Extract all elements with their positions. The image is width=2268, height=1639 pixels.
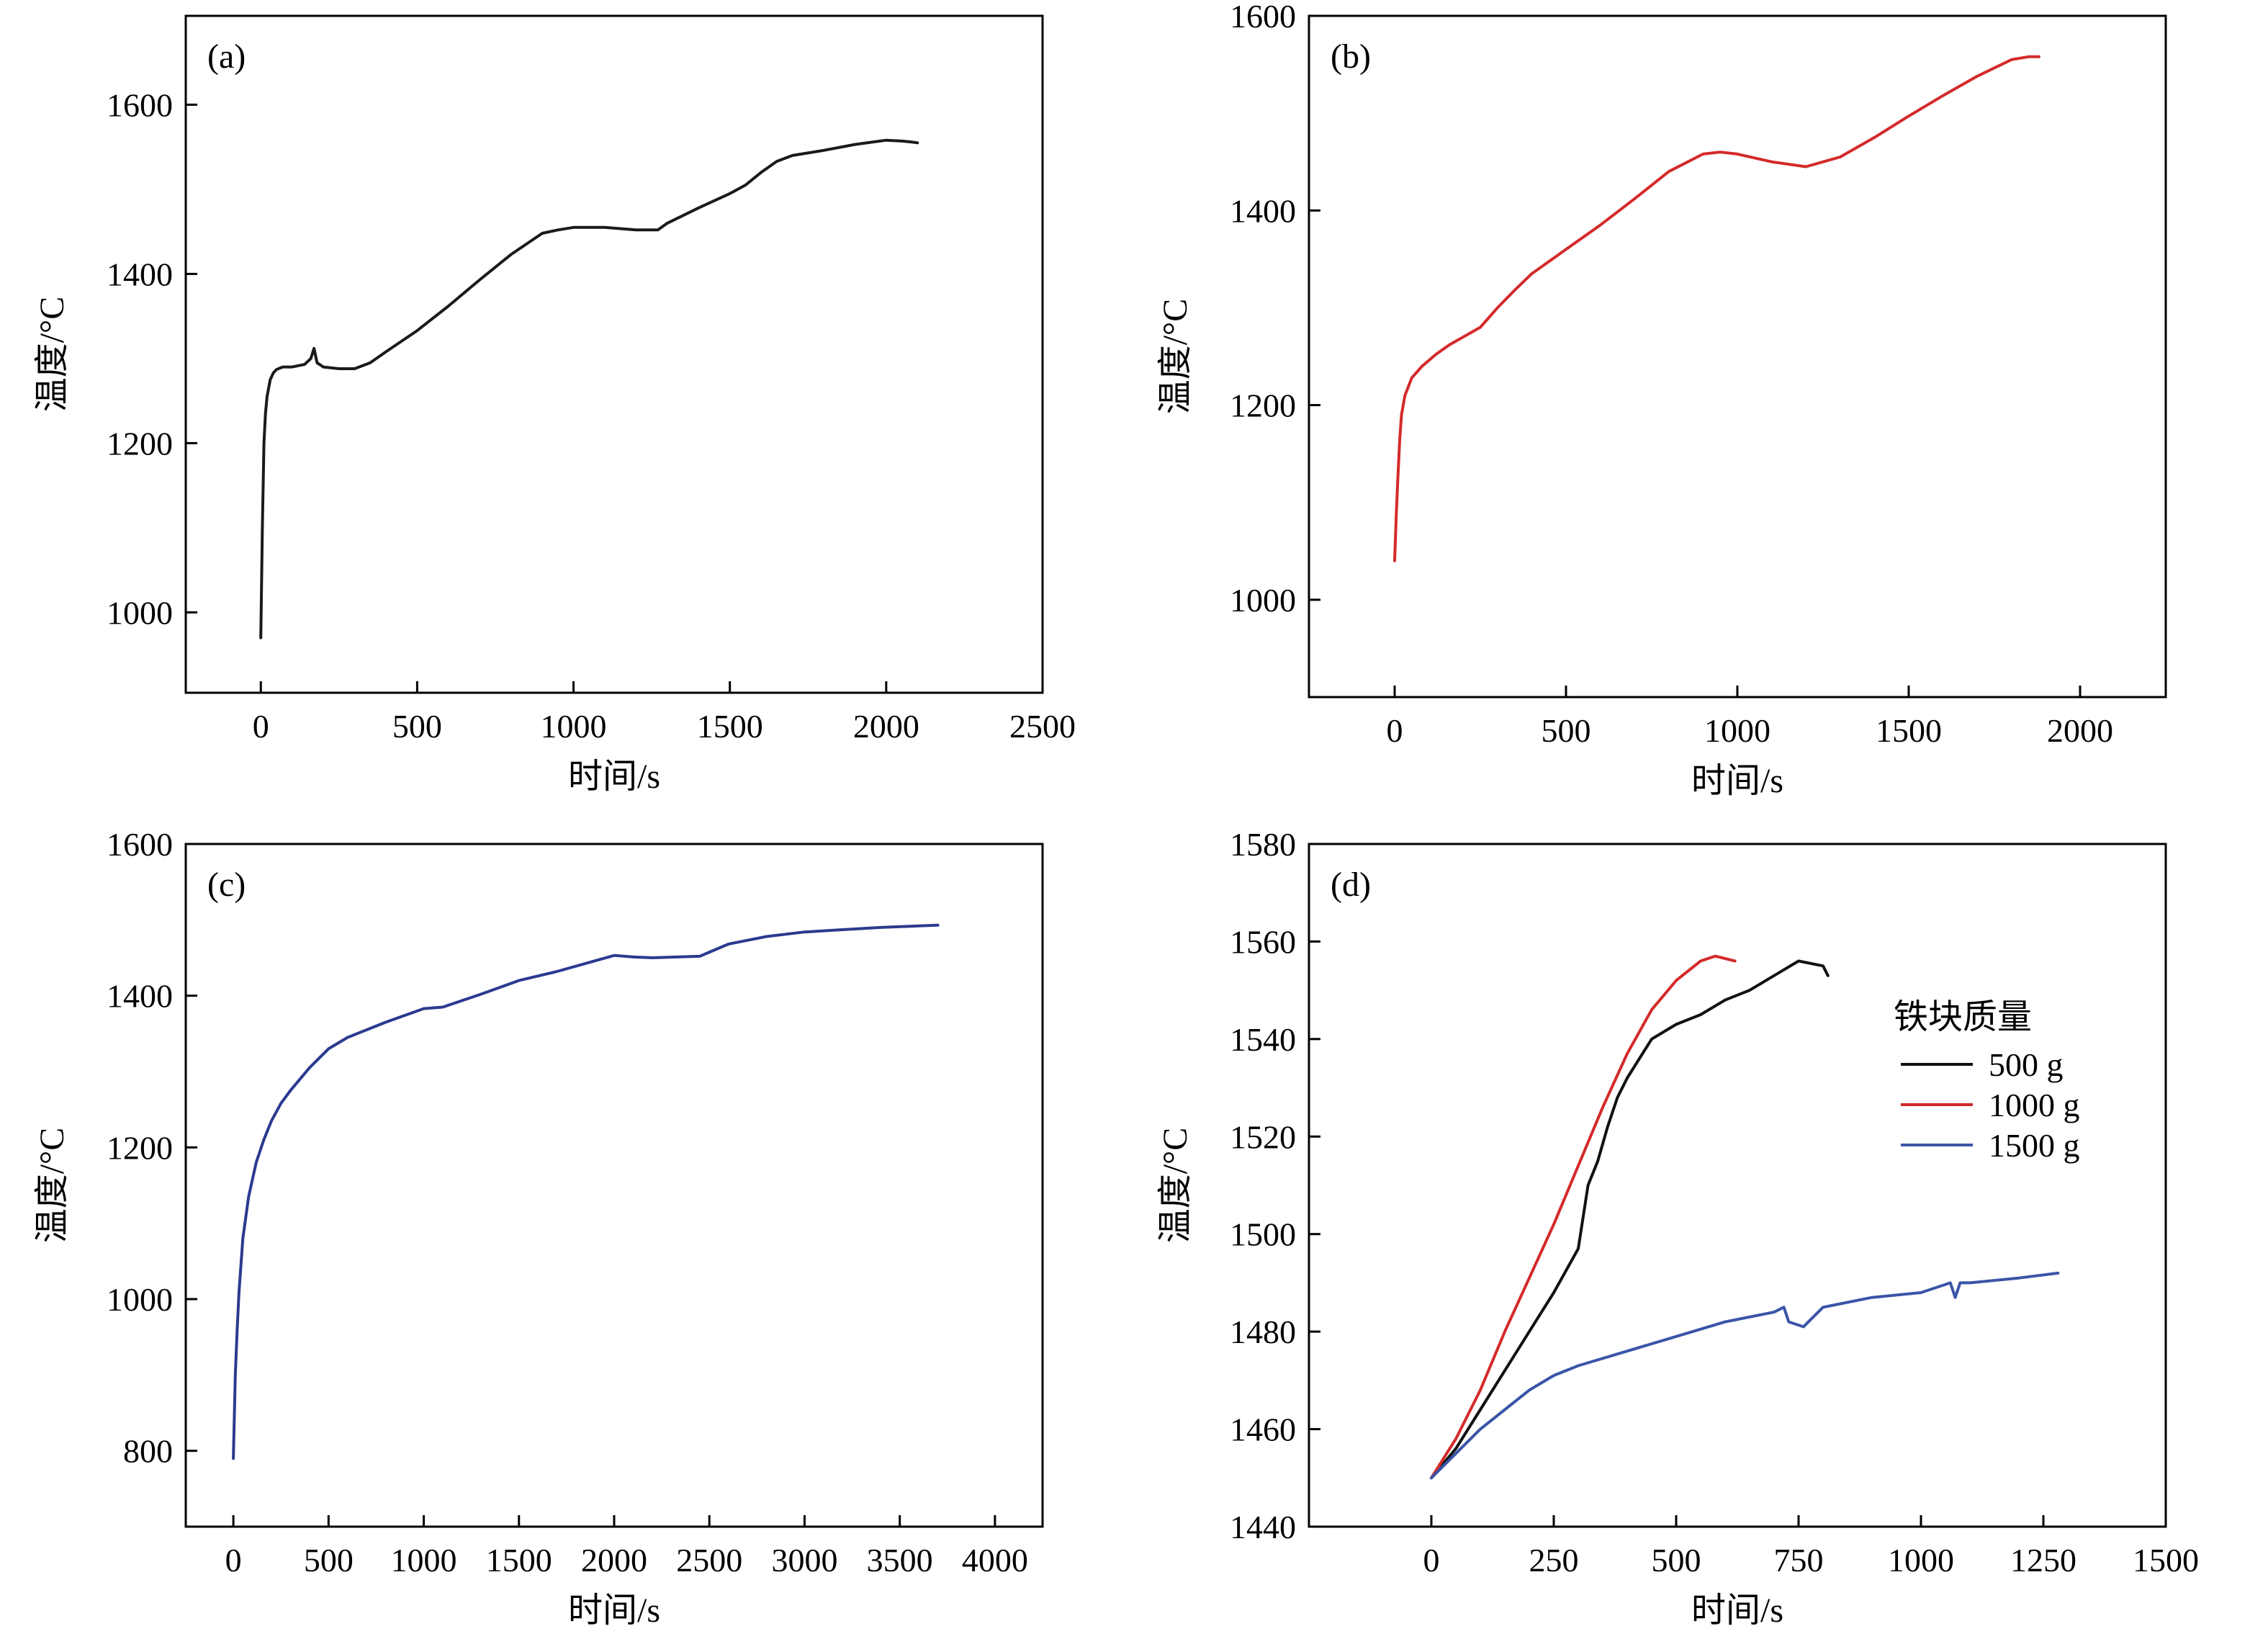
plot-frame bbox=[184, 14, 1044, 694]
y-tick-label: 1600 bbox=[107, 826, 173, 863]
x-tick-label: 4000 bbox=[962, 1542, 1028, 1579]
panel-3: 0 500 1000 1500 2000 2500 3000 3500 4000 800 1000 1… bbox=[33, 826, 1044, 1630]
series-line bbox=[259, 138, 919, 639]
x-tick-label: 2000 bbox=[2047, 712, 2113, 749]
y-tick-label: 1400 bbox=[107, 978, 173, 1015]
panel-label: (d) bbox=[1331, 866, 1371, 904]
panel-1: 0 500 1000 1500 2000 2500 1000 1200 1400 1600 时间/s… bbox=[33, 14, 1076, 796]
x-tick-label: 0 bbox=[1387, 712, 1403, 749]
x-tick-label: 2000 bbox=[853, 708, 919, 745]
y-axis-label: 温度/°C bbox=[33, 297, 71, 413]
x-tick-label: 1250 bbox=[2010, 1542, 2076, 1579]
series-line-1500g bbox=[1430, 1271, 2060, 1480]
y-tick-label: 1480 bbox=[1230, 1314, 1296, 1350]
y-axis-label: 温度/°C bbox=[1156, 1128, 1194, 1244]
y-tick-label: 1560 bbox=[1230, 923, 1296, 960]
plot-frame bbox=[1308, 14, 2167, 699]
y-tick-label: 1440 bbox=[1230, 1509, 1296, 1545]
y-axis-label: 温度/°C bbox=[33, 1128, 71, 1244]
y-tick-label: 1000 bbox=[107, 1281, 173, 1318]
panel-label: (a) bbox=[207, 37, 246, 76]
panel-label: (c) bbox=[207, 866, 246, 904]
x-tick-label: 2500 bbox=[1009, 708, 1076, 745]
x-tick-label: 1000 bbox=[1704, 712, 1770, 749]
legend-label: 1000 g bbox=[1989, 1087, 2080, 1123]
x-axis-label: 时间/s bbox=[568, 1591, 660, 1630]
y-axis-label: 温度/°C bbox=[1156, 299, 1194, 415]
y-tick-label: 1520 bbox=[1230, 1118, 1296, 1155]
y-tick-label: 1400 bbox=[107, 256, 173, 292]
x-tick-label: 250 bbox=[1529, 1542, 1579, 1579]
x-tick-label: 500 bbox=[304, 1542, 354, 1579]
x-tick-label: 1500 bbox=[2133, 1542, 2199, 1579]
panel-4: 0 250 500 750 1000 1250 1500 1440 1460 1480 1500 15… bbox=[1156, 826, 2199, 1630]
x-tick-label: 0 bbox=[1423, 1542, 1440, 1579]
series-line bbox=[1393, 55, 2040, 562]
y-tick-label: 1600 bbox=[1230, 0, 1296, 35]
series-line bbox=[232, 923, 940, 1460]
x-tick-label: 1500 bbox=[486, 1542, 552, 1579]
x-tick-label: 750 bbox=[1774, 1542, 1824, 1579]
x-tick-label: 1000 bbox=[1888, 1542, 1954, 1579]
x-tick-label: 500 bbox=[1542, 712, 1591, 749]
y-tick-label: 1500 bbox=[1230, 1216, 1296, 1253]
y-tick-label: 1580 bbox=[1230, 826, 1296, 863]
legend-label: 1500 g bbox=[1989, 1127, 2080, 1164]
x-tick-label: 0 bbox=[253, 708, 269, 745]
x-tick-label: 2000 bbox=[581, 1542, 647, 1579]
y-tick-label: 1460 bbox=[1230, 1411, 1296, 1448]
legend-label: 500 g bbox=[1989, 1046, 2064, 1083]
y-tick-label: 1000 bbox=[1230, 582, 1296, 619]
y-tick-label: 1200 bbox=[107, 1129, 173, 1166]
x-axis-label: 时间/s bbox=[568, 758, 660, 796]
y-tick-label: 800 bbox=[123, 1433, 173, 1470]
plot-frame bbox=[184, 843, 1044, 1528]
y-tick-label: 1400 bbox=[1230, 192, 1296, 229]
y-tick-label: 1200 bbox=[107, 425, 173, 462]
x-tick-label: 2500 bbox=[676, 1542, 742, 1579]
x-tick-label: 0 bbox=[225, 1542, 242, 1579]
x-tick-label: 1500 bbox=[1876, 712, 1942, 749]
y-tick-label: 1200 bbox=[1230, 387, 1296, 424]
x-tick-label: 3000 bbox=[771, 1542, 837, 1579]
x-tick-label: 1000 bbox=[541, 708, 607, 745]
panel-label: (b) bbox=[1331, 37, 1371, 76]
x-tick-label: 500 bbox=[1652, 1542, 1701, 1579]
x-tick-label: 1000 bbox=[391, 1542, 457, 1579]
plot-frame bbox=[1308, 843, 2167, 1528]
y-tick-label: 1000 bbox=[107, 594, 173, 631]
panel-2: 0 500 1000 1500 2000 1000 1200 1400 1600 时间/s 温度/°… bbox=[1156, 0, 2167, 800]
series-line-500g bbox=[1430, 959, 1830, 1480]
series-line-1000g bbox=[1430, 954, 1737, 1480]
x-tick-label: 500 bbox=[392, 708, 442, 745]
legend-title: 铁块质量 bbox=[1894, 998, 2032, 1036]
x-axis-label: 时间/s bbox=[1691, 1591, 1783, 1630]
y-tick-label: 1600 bbox=[107, 86, 173, 123]
x-tick-label: 1500 bbox=[697, 708, 763, 745]
y-tick-label: 1540 bbox=[1230, 1021, 1296, 1058]
x-axis-label: 时间/s bbox=[1691, 762, 1783, 800]
x-tick-label: 3500 bbox=[867, 1542, 933, 1579]
